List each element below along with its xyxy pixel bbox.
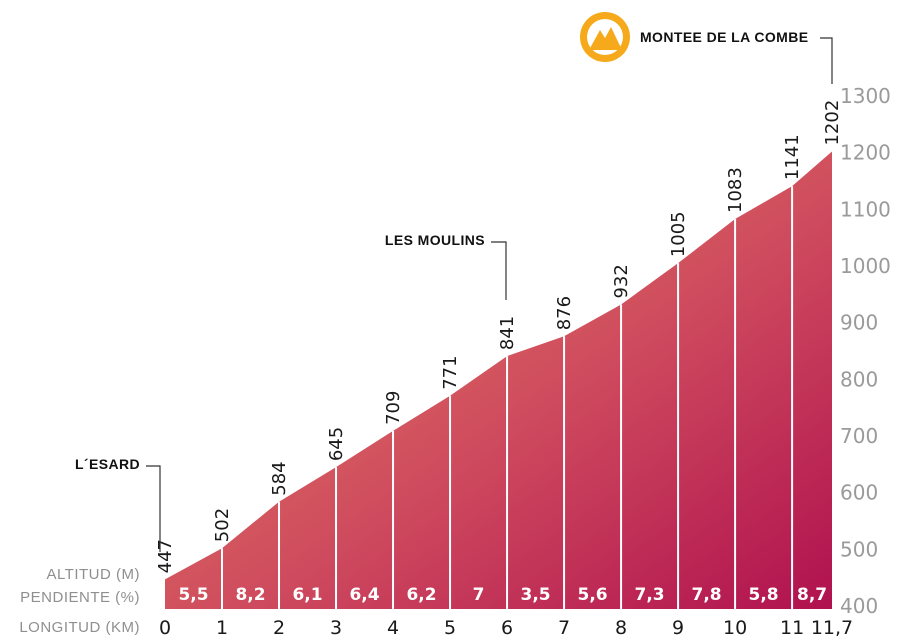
x-tick-label: 9 <box>672 617 684 639</box>
x-tick-label: 3 <box>330 617 342 639</box>
altitude-label: 876 <box>554 296 575 330</box>
distance-row-label: LONGITUD (KM) <box>19 619 140 636</box>
y-axis-ticks: 400 500 600 700 800 900 1000 1100 1200 1300 <box>840 84 891 618</box>
y-tick-label: 1100 <box>840 197 891 221</box>
gradient-label: 7,3 <box>635 585 665 605</box>
altitude-row-label: ALTITUD (M) <box>46 566 140 583</box>
x-axis-ticks: 0 1 2 3 4 5 6 7 8 9 10 11 11,7 <box>159 617 853 639</box>
x-tick-label: 1 <box>216 617 228 639</box>
gradient-label: 5,8 <box>749 585 779 605</box>
x-tick-label: 0 <box>159 617 171 639</box>
lesard-leader-line <box>146 465 161 552</box>
altitude-label: 447 <box>155 539 176 573</box>
place-label-lesard: L´ESARD <box>75 456 140 472</box>
y-tick-label: 700 <box>840 424 878 448</box>
altitude-label: 584 <box>269 461 290 495</box>
les-moulins-leader-line <box>491 241 507 300</box>
x-tick-label: 7 <box>558 617 570 639</box>
altitude-label: 502 <box>212 508 233 542</box>
x-tick-label: 4 <box>387 617 399 639</box>
profile-area <box>165 151 832 610</box>
altitude-label: 1083 <box>725 167 746 213</box>
gradient-label: 6,4 <box>349 585 379 605</box>
gradient-row-label: PENDIENTE (%) <box>20 589 140 606</box>
title-leader-line <box>820 37 833 84</box>
altitude-label: 1005 <box>668 211 689 257</box>
x-tick-label: 8 <box>615 617 627 639</box>
altitude-label: 771 <box>440 355 461 389</box>
mountain-icon <box>580 12 630 62</box>
y-tick-label: 900 <box>840 311 878 335</box>
altitude-label: 645 <box>326 427 347 461</box>
profile-fill <box>165 151 832 610</box>
altitude-label: 709 <box>383 391 404 425</box>
gradient-label: 8,2 <box>235 585 265 605</box>
x-tick-label: 6 <box>501 617 513 639</box>
gradient-label: 7,8 <box>692 585 722 605</box>
altitude-label: 841 <box>497 316 518 350</box>
x-tick-label: 10 <box>723 617 747 639</box>
place-label-les-moulins: LES MOULINS <box>385 232 485 248</box>
segment-dividers <box>221 186 794 609</box>
x-tick-label: 2 <box>273 617 285 639</box>
x-tick-label: 5 <box>444 617 456 639</box>
x-tick-label: 11 <box>780 617 804 639</box>
gradient-label: 5,5 <box>178 585 208 605</box>
y-tick-label: 1300 <box>840 84 891 108</box>
y-tick-label: 800 <box>840 367 878 391</box>
place-annotations: L´ESARD LES MOULINS <box>75 232 507 552</box>
gradient-label: 3,5 <box>520 585 550 605</box>
altitude-label: 1141 <box>782 134 803 180</box>
climb-title: MONTEE DE LA COMBE <box>640 29 808 45</box>
gradient-label: 6,1 <box>292 585 322 605</box>
y-tick-label: 500 <box>840 537 878 561</box>
x-tick-label: 11,7 <box>811 617 853 639</box>
gradient-label: 7 <box>473 585 485 605</box>
gradient-label: 6,2 <box>406 585 436 605</box>
gradient-label: 8,7 <box>797 585 827 605</box>
altitude-label: 1202 <box>822 100 843 146</box>
gradient-label: 5,6 <box>578 585 608 605</box>
gradient-labels: 5,5 8,2 6,1 6,4 6,2 7 3,5 5,6 7,3 7,8 5,8 8,7 <box>178 585 827 605</box>
y-tick-label: 400 <box>840 594 878 618</box>
y-tick-label: 1200 <box>840 141 891 165</box>
y-tick-label: 600 <box>840 481 878 505</box>
altitude-label: 932 <box>611 264 632 298</box>
y-tick-label: 1000 <box>840 254 891 278</box>
